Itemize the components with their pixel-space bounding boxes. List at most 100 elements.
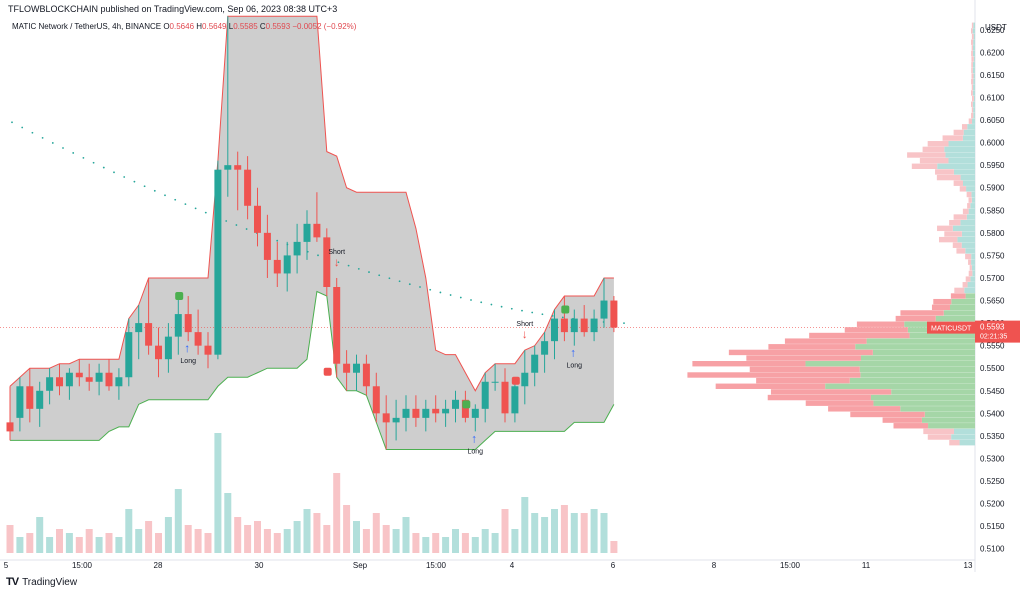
short-arrow: ↓	[522, 327, 528, 341]
candle-body	[26, 386, 34, 409]
volume-profile-up-bar	[967, 124, 975, 130]
volume-bar	[471, 537, 479, 553]
volume-profile-down-bar	[971, 90, 973, 96]
volume-profile-up-bar	[948, 157, 975, 164]
volume-bar	[283, 529, 291, 553]
candle-body	[204, 345, 212, 355]
volume-profile-down-bar	[895, 315, 936, 322]
volume-profile-up-bar	[949, 304, 975, 311]
candle-body	[323, 237, 331, 287]
volume-profile-down-bar	[965, 253, 972, 260]
volume-bar	[600, 513, 608, 553]
ma-dot	[510, 307, 513, 310]
footer-brand[interactable]: TV TradingView	[6, 576, 77, 588]
ma-dot	[164, 194, 166, 197]
price-axis-label: 0.5150	[980, 522, 1005, 531]
candle-body	[531, 354, 539, 373]
volume-profile-up-bar	[971, 265, 975, 271]
volume-bar	[362, 529, 370, 553]
candle-body	[372, 386, 380, 414]
candle-body	[471, 408, 479, 418]
volume-bar	[6, 525, 14, 553]
volume-bar	[65, 533, 73, 553]
volume-profile-down-bar	[749, 366, 860, 373]
ma-dot	[521, 309, 523, 312]
ma-dot	[388, 277, 391, 280]
candle-body	[353, 363, 360, 373]
candle-body	[501, 381, 509, 414]
volume-profile-up-bar	[891, 389, 975, 395]
candle-body	[293, 241, 301, 256]
volume-profile-up-bar	[973, 39, 975, 45]
ma-dot	[174, 198, 177, 201]
ma-dot	[408, 283, 411, 286]
ma-dot	[500, 305, 503, 308]
volume-profile-down-bar	[936, 174, 961, 181]
volume-profile-down-bar	[844, 327, 908, 333]
volume-profile-down-bar	[893, 423, 929, 429]
candle-body	[184, 314, 192, 333]
volume-bar	[452, 529, 459, 553]
ma-dot	[204, 211, 207, 214]
channel-upper-line	[9, 15, 614, 392]
candle-body	[115, 377, 123, 387]
price-axis-label: 0.5250	[980, 477, 1005, 486]
volume-bar	[382, 525, 390, 553]
candle-body	[254, 205, 261, 233]
volume-profile-up-bar	[945, 152, 975, 158]
ma-dot	[623, 322, 625, 324]
candle-body	[46, 377, 54, 391]
short-signal-label: Short	[516, 321, 533, 328]
volume-profile-down-bar	[971, 56, 974, 62]
volume-profile-down-bar	[953, 214, 967, 220]
volume-bar	[521, 497, 529, 553]
ma-dot	[21, 126, 24, 129]
volume-bar	[293, 521, 301, 553]
volume-profile-up-bar	[965, 248, 975, 254]
candle-body	[422, 408, 430, 418]
volume-profile-up-bar	[972, 50, 975, 57]
price-tag-value: 0.5593	[980, 323, 1005, 332]
sell-marker-icon	[511, 376, 520, 385]
candle-body	[560, 318, 568, 333]
volume-profile-up-bar	[972, 28, 975, 34]
ma-dot	[276, 239, 279, 242]
volume-profile-down-bar	[971, 28, 973, 34]
volume-profile-up-bar	[943, 310, 975, 316]
buy-marker-icon	[175, 292, 184, 301]
volume-profile-up-bar	[973, 33, 975, 40]
volume-profile-down-bar	[756, 377, 850, 384]
candle-body	[273, 259, 281, 274]
volume-bar	[254, 521, 261, 553]
volume-profile-down-bar	[971, 101, 973, 107]
volume-profile-down-bar	[746, 355, 861, 361]
volume-profile-down-bar	[968, 118, 972, 124]
time-axis-label: 5	[4, 561, 9, 570]
volume-bar	[214, 433, 222, 553]
volume-bar	[412, 533, 420, 553]
candle-body	[580, 318, 588, 333]
volume-profile-down-bar	[953, 180, 963, 186]
candle-body	[85, 377, 93, 382]
volume-bar	[323, 525, 331, 553]
price-tag-countdown: 02:21:35	[980, 334, 1007, 341]
volume-profile-down-bar	[968, 259, 972, 265]
price-axis-label: 0.6100	[980, 93, 1005, 102]
ma-dot	[531, 311, 534, 314]
volume-bar	[551, 509, 558, 553]
ma-dot	[480, 301, 483, 304]
volume-profile-up-bar	[968, 208, 975, 215]
ma-dot	[347, 264, 350, 267]
volume-bar	[560, 505, 568, 553]
candle-body	[174, 314, 182, 337]
volume-profile-down-bar	[971, 95, 974, 102]
long-arrow: ↑	[570, 346, 576, 360]
volume-profile-up-bar	[855, 344, 975, 350]
volume-profile-up-bar	[960, 219, 975, 226]
volume-profile-up-bar	[909, 332, 975, 339]
volume-profile-up-bar	[973, 107, 975, 113]
candle-body	[65, 372, 73, 387]
volume-profile-down-bar	[971, 45, 973, 51]
ma-dot	[41, 136, 44, 139]
